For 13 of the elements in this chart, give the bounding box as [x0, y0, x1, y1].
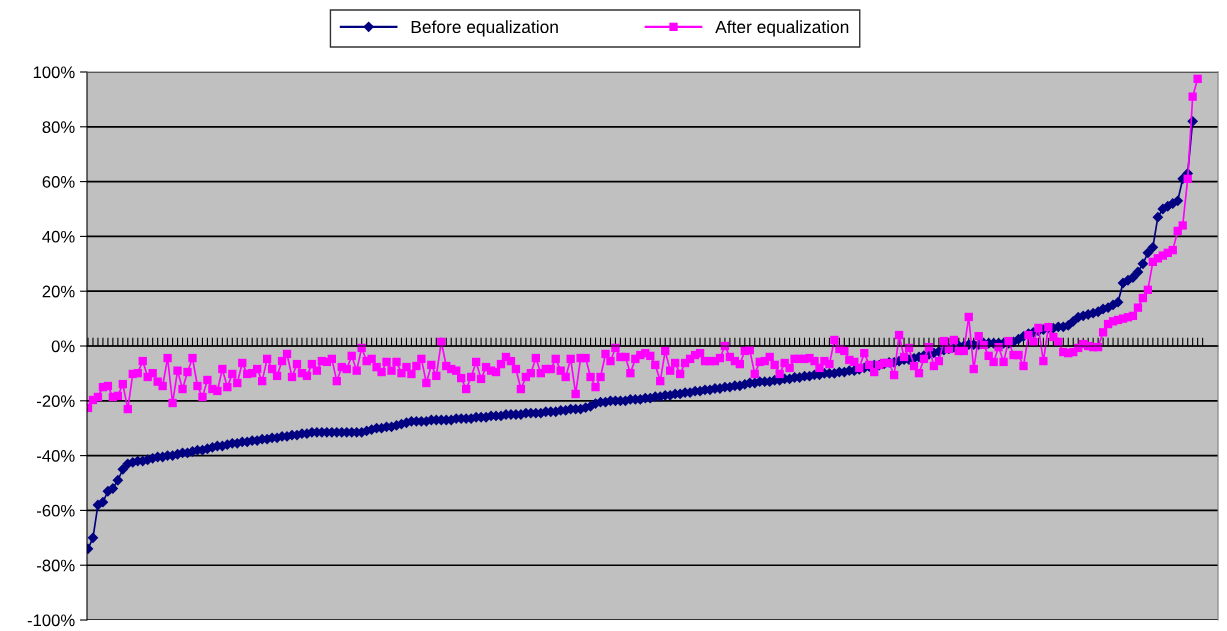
legend-label: Before equalization [411, 20, 558, 37]
y-tick-label: 100% [33, 66, 75, 79]
legend-label: After equalization [715, 20, 849, 37]
y-tick-label: 60% [42, 176, 75, 188]
y-tick-label: -100% [27, 614, 75, 627]
y-tick-label: -80% [37, 559, 75, 572]
y-tick-label: 40% [42, 230, 75, 243]
y-tick-label: 20% [42, 285, 75, 298]
y-tick-label: -20% [37, 395, 75, 408]
y-tick-label: -60% [37, 504, 75, 517]
y-tick-label: 80% [42, 121, 75, 133]
y-tick-label: -40% [37, 450, 75, 462]
y-tick-label: 0% [51, 340, 75, 353]
